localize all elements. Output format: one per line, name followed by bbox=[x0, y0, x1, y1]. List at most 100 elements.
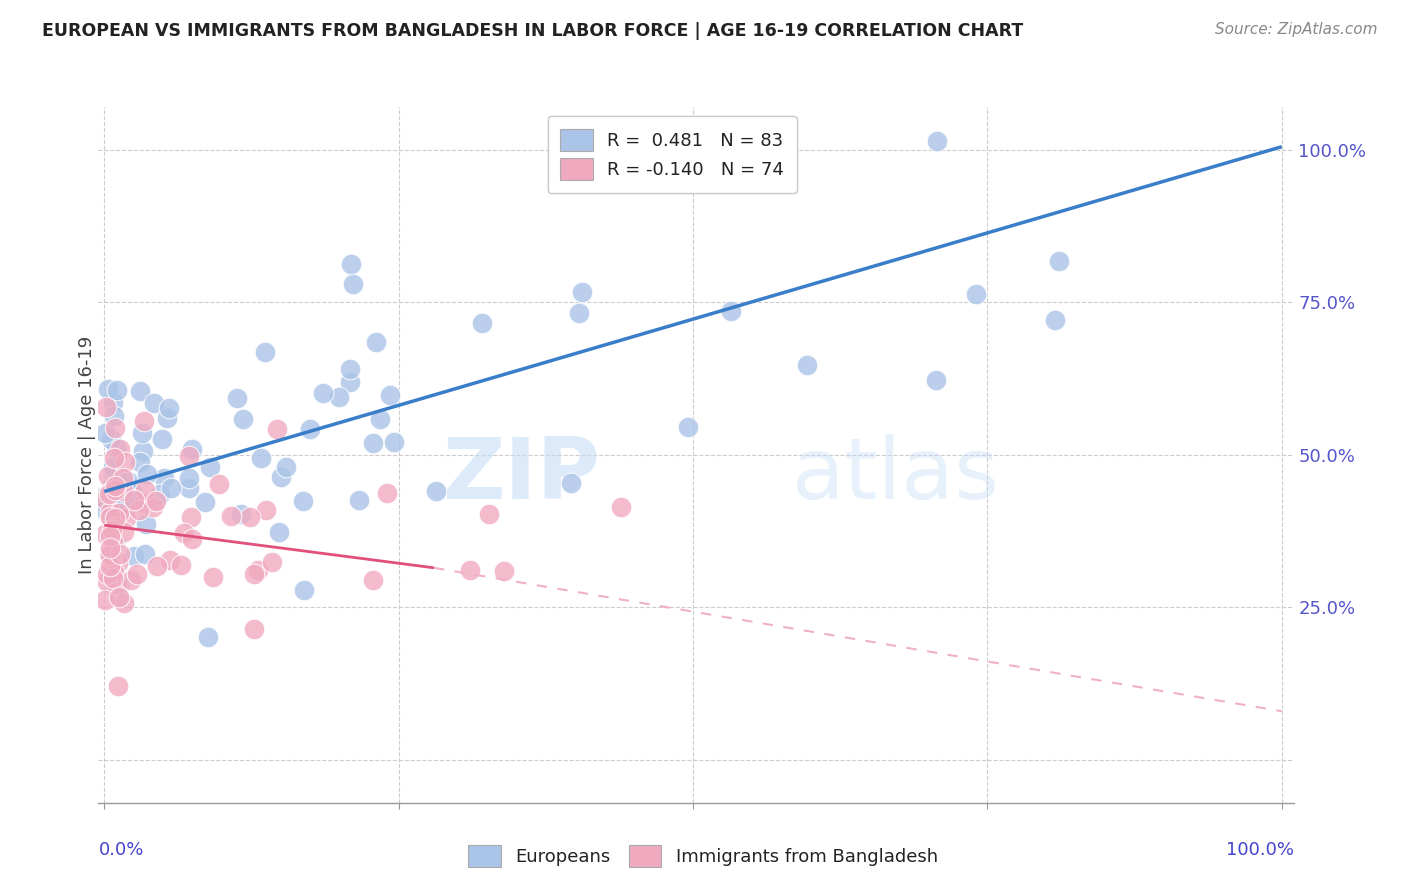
Text: atlas: atlas bbox=[792, 434, 1000, 517]
Point bbox=[135, 516, 157, 531]
Point bbox=[100, 508, 122, 522]
Point bbox=[132, 443, 155, 458]
Point bbox=[94, 593, 117, 607]
Point bbox=[122, 492, 145, 507]
Point bbox=[107, 579, 129, 593]
Text: 100.0%: 100.0% bbox=[1226, 841, 1294, 859]
Point bbox=[103, 450, 125, 465]
Point bbox=[254, 503, 277, 517]
Point bbox=[101, 571, 124, 585]
Point bbox=[425, 484, 447, 499]
Point bbox=[94, 489, 117, 503]
Point bbox=[101, 459, 124, 474]
Point bbox=[347, 493, 370, 508]
Point bbox=[97, 547, 120, 561]
Point bbox=[108, 547, 131, 561]
Point bbox=[107, 590, 129, 604]
Point bbox=[98, 510, 121, 524]
Point bbox=[254, 344, 277, 359]
Point bbox=[105, 577, 128, 591]
Point bbox=[177, 471, 200, 485]
Point bbox=[122, 492, 145, 507]
Point bbox=[239, 509, 262, 524]
Point bbox=[101, 394, 124, 409]
Point bbox=[127, 566, 149, 581]
Text: ZIP: ZIP bbox=[443, 434, 600, 517]
Point bbox=[340, 257, 363, 271]
Point bbox=[104, 483, 127, 498]
Point bbox=[104, 482, 127, 496]
Point bbox=[150, 432, 173, 446]
Point bbox=[114, 455, 136, 469]
Point bbox=[103, 565, 125, 579]
Point bbox=[458, 563, 481, 577]
Y-axis label: In Labor Force | Age 16-19: In Labor Force | Age 16-19 bbox=[79, 335, 96, 574]
Text: Source: ZipAtlas.com: Source: ZipAtlas.com bbox=[1215, 22, 1378, 37]
Point bbox=[103, 409, 125, 424]
Point bbox=[94, 503, 117, 517]
Point bbox=[226, 391, 249, 405]
Point bbox=[105, 441, 128, 455]
Point bbox=[142, 500, 165, 514]
Point bbox=[378, 388, 401, 402]
Point bbox=[108, 442, 131, 457]
Point bbox=[111, 483, 134, 498]
Point bbox=[145, 494, 167, 508]
Point bbox=[260, 555, 283, 569]
Point bbox=[115, 511, 138, 525]
Point bbox=[110, 501, 132, 516]
Point bbox=[129, 384, 152, 398]
Point bbox=[243, 567, 266, 582]
Legend: R =  0.481   N = 83, R = -0.140   N = 74: R = 0.481 N = 83, R = -0.140 N = 74 bbox=[547, 116, 797, 193]
Point bbox=[567, 306, 589, 320]
Point bbox=[160, 481, 183, 495]
Point bbox=[111, 471, 134, 485]
Text: 0.0%: 0.0% bbox=[98, 841, 143, 859]
Point bbox=[270, 470, 292, 484]
Point bbox=[108, 476, 131, 491]
Point bbox=[107, 556, 129, 570]
Point bbox=[136, 467, 159, 481]
Point bbox=[100, 550, 122, 565]
Point bbox=[132, 496, 155, 510]
Point bbox=[375, 485, 398, 500]
Point bbox=[101, 523, 124, 537]
Point bbox=[117, 474, 139, 488]
Point bbox=[134, 483, 156, 497]
Point bbox=[101, 535, 124, 549]
Point bbox=[131, 425, 153, 440]
Point bbox=[364, 334, 387, 349]
Point bbox=[94, 494, 117, 508]
Point bbox=[198, 460, 221, 475]
Point bbox=[571, 285, 593, 299]
Point bbox=[105, 384, 128, 398]
Point bbox=[751, 130, 773, 145]
Point bbox=[156, 410, 179, 425]
Point bbox=[94, 526, 117, 541]
Point bbox=[98, 484, 121, 499]
Point bbox=[796, 358, 818, 372]
Point bbox=[231, 507, 253, 521]
Point bbox=[328, 390, 350, 404]
Point bbox=[103, 421, 125, 435]
Point bbox=[173, 526, 195, 541]
Point bbox=[96, 567, 118, 582]
Point bbox=[121, 484, 143, 499]
Point bbox=[299, 422, 322, 436]
Point bbox=[478, 508, 501, 522]
Point bbox=[98, 529, 121, 543]
Point bbox=[94, 491, 117, 506]
Point bbox=[112, 525, 135, 540]
Point bbox=[361, 573, 384, 587]
Point bbox=[107, 483, 129, 498]
Point bbox=[560, 476, 582, 491]
Legend: Europeans, Immigrants from Bangladesh: Europeans, Immigrants from Bangladesh bbox=[461, 838, 945, 874]
Point bbox=[177, 481, 200, 495]
Point bbox=[98, 541, 121, 556]
Point bbox=[208, 477, 231, 491]
Point bbox=[124, 549, 146, 563]
Point bbox=[128, 455, 150, 469]
Point bbox=[97, 469, 120, 483]
Point bbox=[243, 622, 266, 636]
Point bbox=[180, 442, 202, 457]
